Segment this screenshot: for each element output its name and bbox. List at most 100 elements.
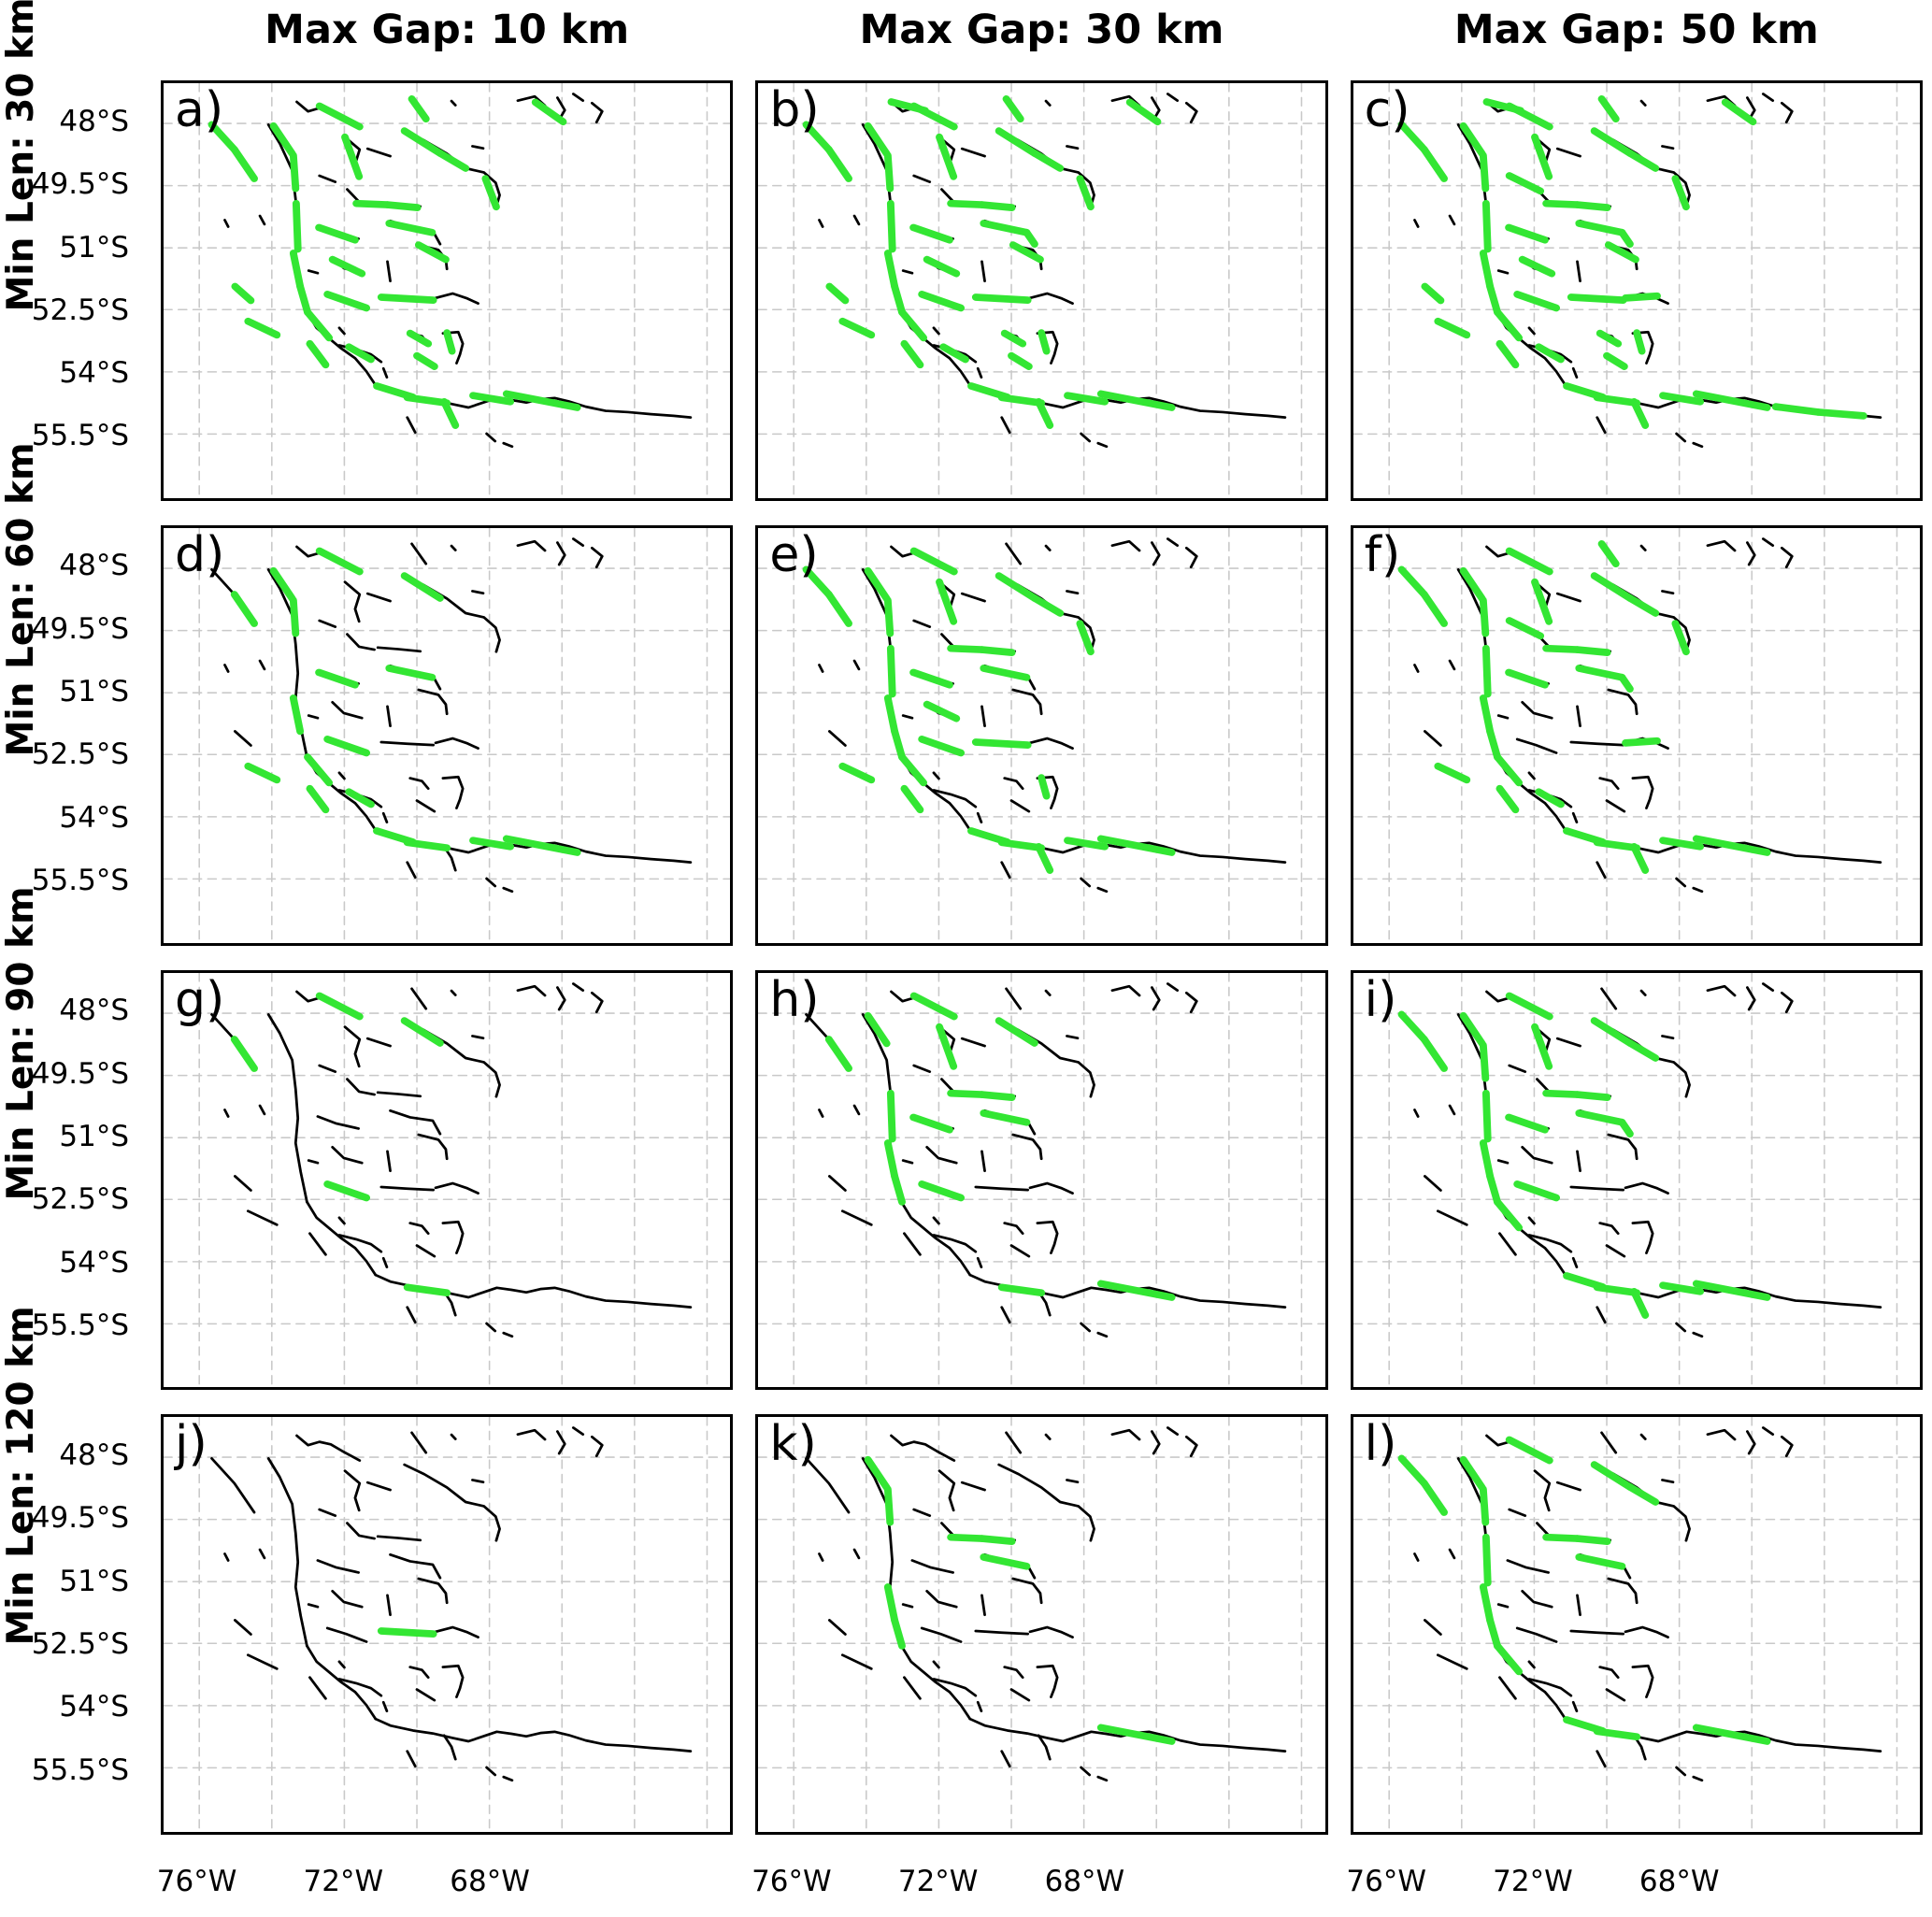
connected-segment-gMain3: [292, 199, 302, 253]
connected-segment-gEwdash: [1512, 291, 1560, 312]
connected-segment-gEwdash: [1512, 1180, 1560, 1201]
lineament-t2545: [902, 1158, 914, 1165]
lineament-corner1: [516, 539, 547, 552]
lineament-vd3943: [386, 260, 392, 283]
connected-segment-gMain4: [1479, 1138, 1494, 1180]
connected-segment-gEwdash: [918, 735, 966, 757]
lineament-t1133: [1412, 663, 1420, 673]
connected-segment-gArc2735: [1504, 668, 1549, 689]
lineament-t1732: [258, 1548, 266, 1560]
lineament-dash-ew-sm: [365, 147, 392, 158]
connected-segment-gNe1: [400, 1016, 444, 1047]
lineament-scurve: [1078, 1505, 1096, 1542]
lineament-d2722: [318, 1064, 337, 1073]
connected-segment-gTopdiag: [315, 547, 364, 576]
y-tick-label: 48°S: [59, 549, 129, 583]
connected-segment-gSquig: [1530, 1023, 1553, 1070]
connected-segment-gMain3: [1481, 1089, 1492, 1142]
map-panel-f: f): [1350, 524, 1923, 946]
row-gutter-4: Min Len: 120 km 48°S 49.5°S 51°S 52.5°S 54°S 5…: [0, 1306, 138, 1835]
connected-segment-gMain2: [884, 151, 894, 193]
connected-segment-gStr3: [469, 392, 515, 406]
lineament-strait: [968, 1717, 1287, 1753]
connected-segment-gMain2: [1479, 1485, 1489, 1526]
lineament-t3159: [1527, 1660, 1536, 1669]
connected-segment-gA1: [1397, 1010, 1428, 1043]
lineament-ew2: [389, 1553, 442, 1580]
lineament-ew2: [389, 1109, 442, 1136]
connected-segment-gMain1: [865, 122, 891, 158]
panel-letter-b: b): [769, 82, 820, 138]
connected-segment-gD2722: [1505, 172, 1544, 195]
map-panel-l: l): [1350, 1414, 1923, 1835]
y-tick-label: 48°S: [59, 104, 129, 138]
lineament-c4360: [1003, 1666, 1024, 1680]
connected-segment-gWg3163: [345, 788, 375, 808]
y-tick-label: 54°S: [59, 1690, 129, 1724]
lineament-t1133: [1412, 1108, 1420, 1118]
lineament-ewdash: [1515, 1626, 1558, 1644]
lineament-t6086: [502, 886, 514, 893]
lineament-ld1457: [841, 1653, 873, 1670]
lineament-t3159: [932, 326, 941, 336]
connected-segment-gLd1457: [838, 317, 876, 339]
connected-segment-gStr2: [403, 1283, 451, 1296]
lineament-bs4380: [406, 861, 417, 879]
connected-segment-gNe2: [1625, 1483, 1659, 1507]
lineament-t6086: [502, 441, 514, 449]
lineament-wg3163: [932, 1233, 978, 1253]
connected-segment-gScurve: [481, 175, 500, 211]
connected-segment-gMain3: [1481, 199, 1492, 253]
y-tick-label: 52.5°S: [31, 293, 129, 327]
row-gutter-3: Min Len: 90 km 48°S 49.5°S 51°S 52.5°S 54°S 55…: [0, 887, 138, 1391]
lineament-t2545: [902, 713, 914, 720]
lineament-t3868: [381, 366, 389, 379]
connected-segment-gLd1457: [1434, 762, 1470, 783]
panel-letter-e: e): [769, 526, 819, 583]
lineament-t6086: [1692, 441, 1703, 449]
connected-segment-gArcr: [1621, 292, 1661, 302]
connected-segment-gScurve: [1076, 175, 1095, 211]
connected-segment-gEw1a: [1541, 199, 1581, 208]
lineament-dot1: [1639, 544, 1647, 551]
lineament-ew1: [376, 1090, 422, 1097]
connected-segment-gA2: [825, 590, 853, 627]
connected-segment-gEwdash: [918, 291, 966, 312]
connected-segment-gNe2: [1031, 594, 1065, 617]
lineament-dot1: [1639, 989, 1647, 996]
lineament-t3159: [337, 1660, 346, 1669]
lineament-corner3: [1761, 93, 1774, 102]
connected-segment-gMain5: [1485, 1172, 1501, 1206]
connected-segment-gA2: [1420, 1035, 1448, 1072]
lineament-t1732: [1448, 1104, 1455, 1115]
lineament-arcr: [434, 1181, 479, 1195]
x-tick-label: 72°W: [897, 1865, 979, 1898]
connected-segment-gScurve: [1671, 175, 1690, 211]
lineament-t3159: [932, 1215, 941, 1224]
lineament-c4360: [408, 1666, 430, 1680]
lineament-c4539: [417, 1133, 449, 1160]
lineament-d2722: [912, 1508, 932, 1518]
lineament-map-j: [164, 1417, 731, 1832]
connected-segment-gStr2: [1593, 393, 1640, 408]
lineament-corner1: [516, 984, 547, 996]
y-tick-label: 52.5°S: [31, 1626, 129, 1661]
connected-segment-gMain4: [884, 250, 899, 291]
lineament-d5415: [471, 589, 485, 594]
lineament-t1732: [1448, 1548, 1455, 1560]
lineament-wg3163: [337, 1678, 383, 1697]
lineament-scurve: [482, 1060, 501, 1098]
lineament-map-g: [164, 972, 731, 1388]
lineament-d5415: [471, 1479, 485, 1484]
lineament-wg3163: [932, 788, 978, 808]
lineament-ld1249: [828, 1619, 848, 1637]
lineament-arc3042: [1520, 1145, 1553, 1165]
lineament-t1133: [818, 1552, 824, 1563]
connected-segment-gStr3: [1064, 837, 1109, 851]
lineament-dash-ew-sm: [1555, 147, 1581, 158]
connected-segment-gWg3163: [345, 343, 375, 364]
lineament-topdash: [410, 542, 428, 565]
lineament-dash-ew-sm: [961, 1037, 987, 1047]
connected-segment-gTopdash: [408, 95, 430, 123]
panel-letter-f: f): [1364, 526, 1401, 583]
